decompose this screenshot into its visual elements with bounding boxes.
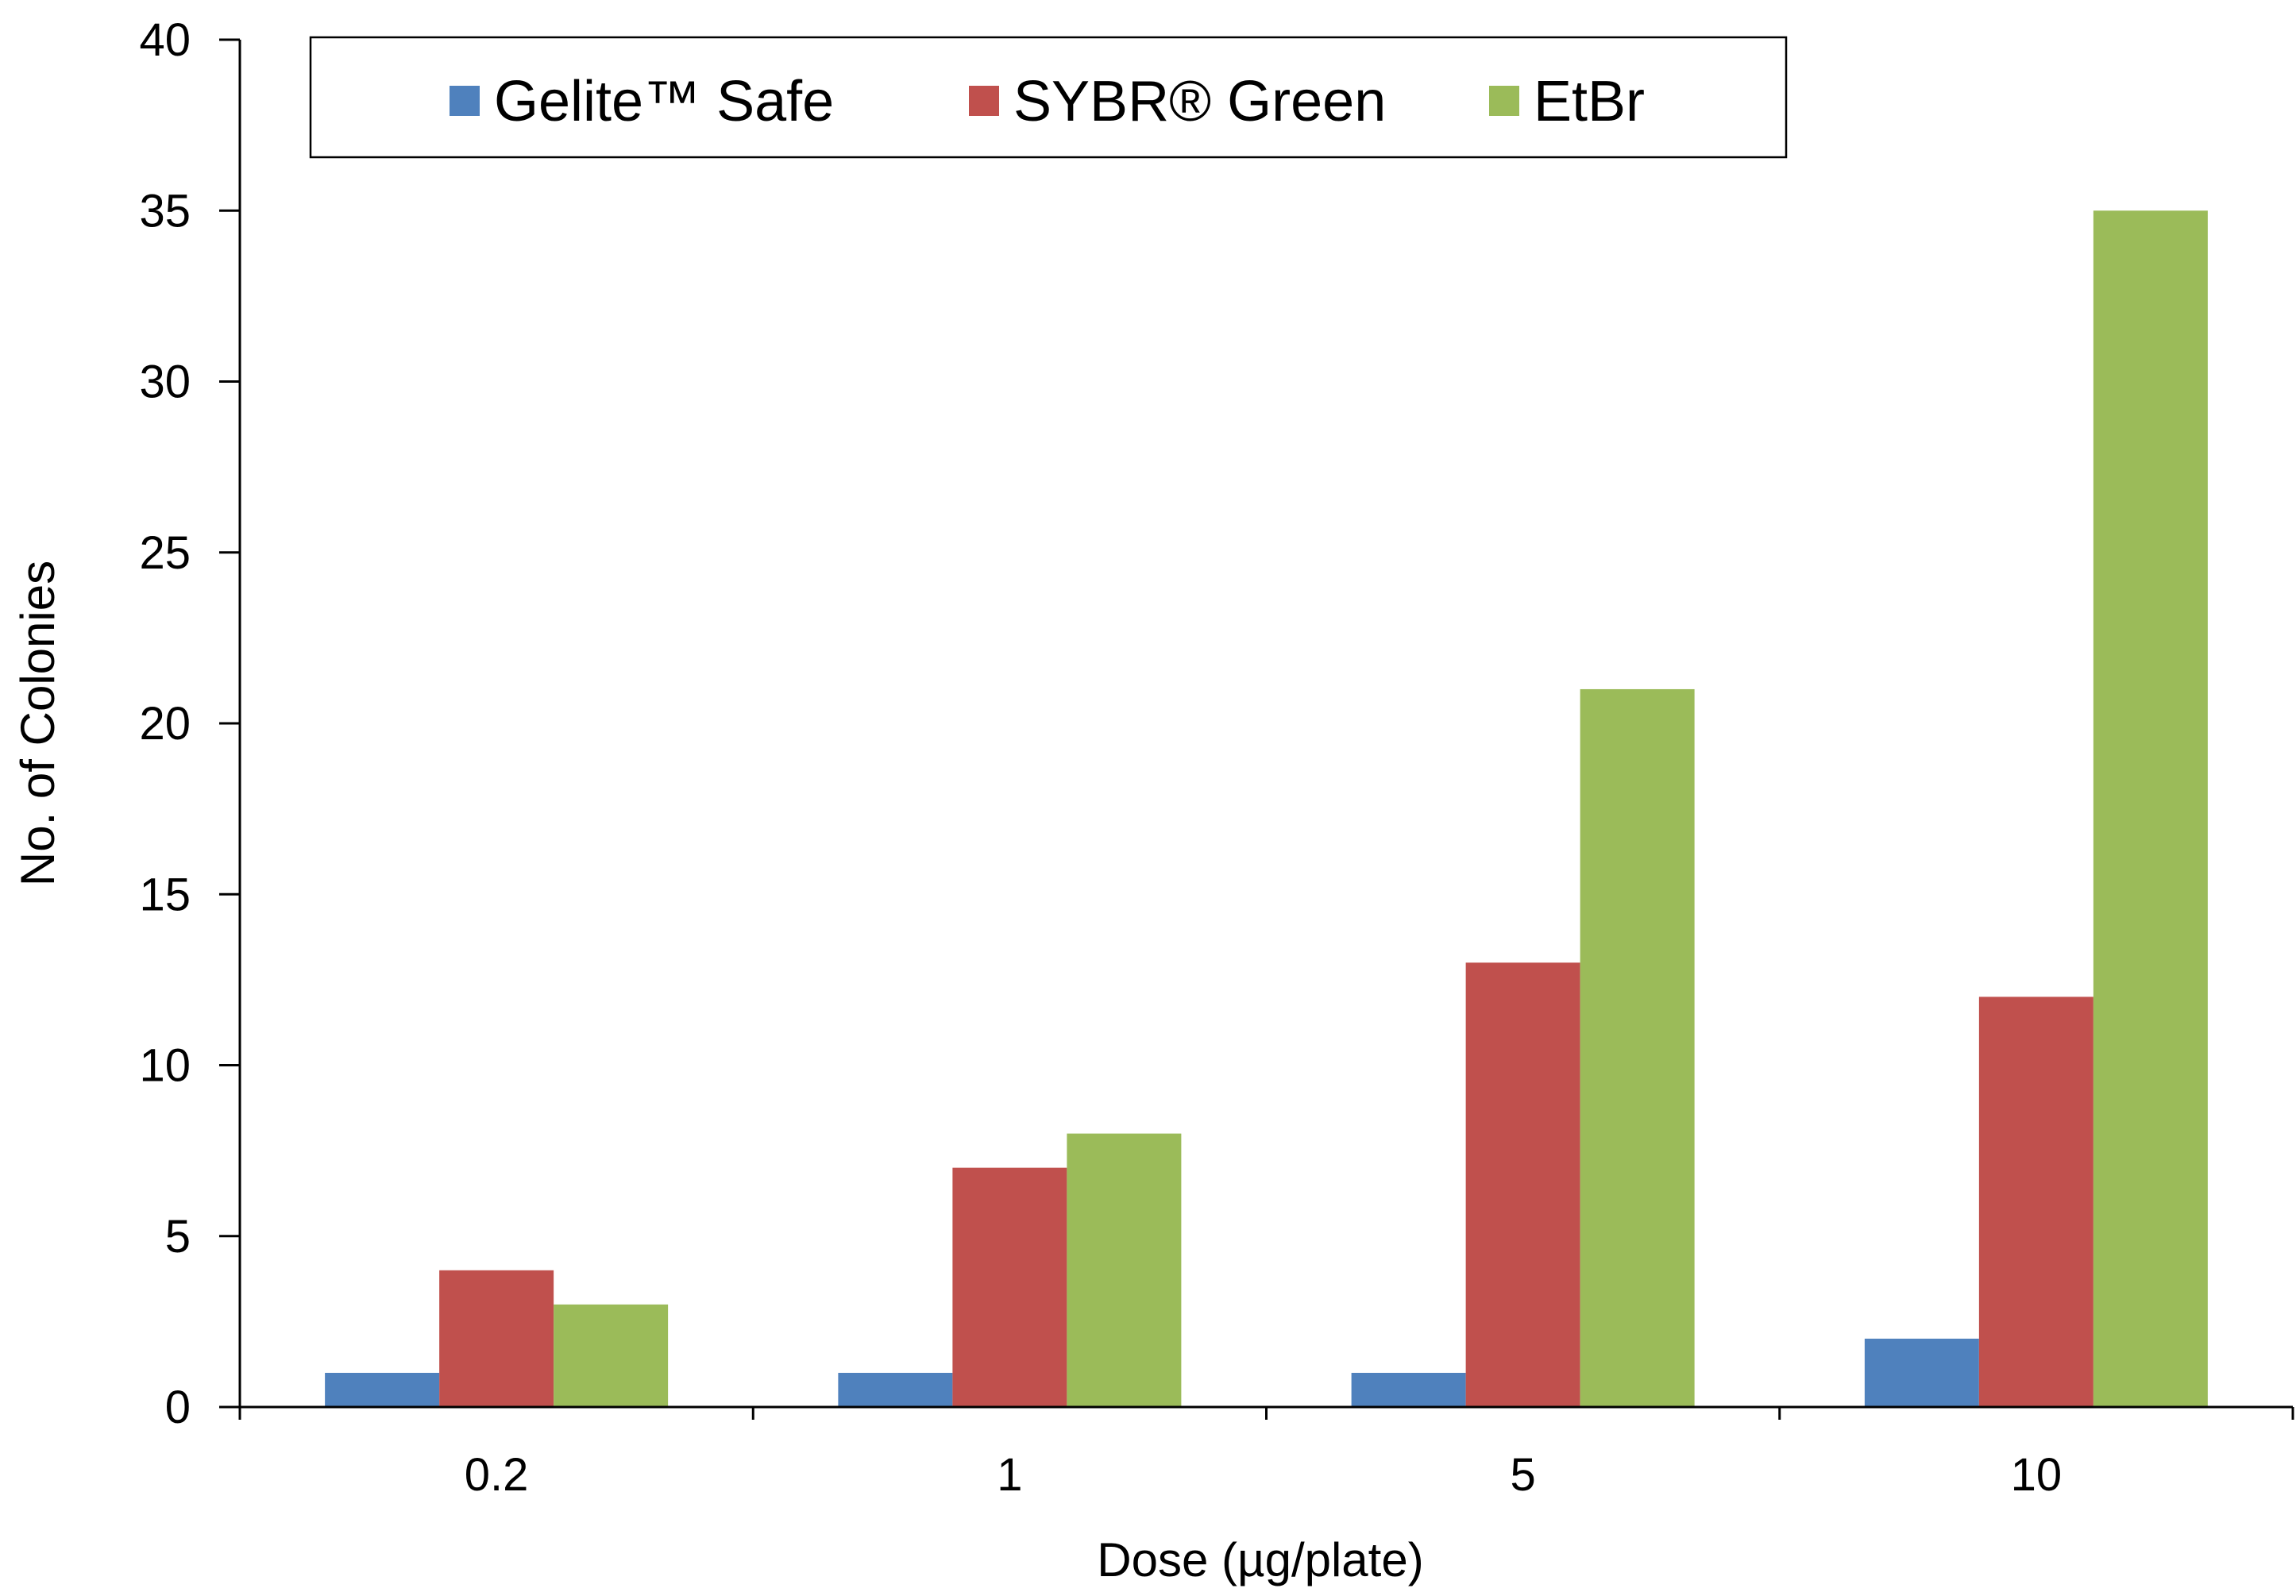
legend-label-2: EtBr xyxy=(1534,70,1645,133)
y-axis-title: No. of Colonies xyxy=(11,561,64,886)
y-tick-label: 0 xyxy=(165,1382,191,1433)
y-tick-label: 30 xyxy=(139,357,191,408)
x-tick-label: 1 xyxy=(997,1449,1022,1501)
bar-1-1 xyxy=(952,1167,1067,1407)
y-tick-label: 15 xyxy=(139,869,191,920)
y-tick-label: 25 xyxy=(139,527,191,579)
x-tick-label: 5 xyxy=(1510,1449,1535,1501)
bar-0-2 xyxy=(1351,1372,1466,1407)
bars xyxy=(325,210,2208,1407)
bar-2-0 xyxy=(554,1304,669,1407)
y-tick-label: 20 xyxy=(139,698,191,750)
legend-label-1: SYBR® Green xyxy=(1013,70,1386,133)
legend-label-0: Gelite™ Safe xyxy=(494,70,834,133)
legend-box xyxy=(309,36,1788,159)
x-tick-label: 0.2 xyxy=(465,1449,529,1501)
bar-2-3 xyxy=(2093,210,2208,1407)
x-axis-title: Dose (µg/plate) xyxy=(1097,1533,1423,1586)
bar-2-1 xyxy=(1067,1133,1182,1407)
y-tick-label: 10 xyxy=(139,1040,191,1092)
bar-0-0 xyxy=(325,1372,440,1407)
y-tick-label: 5 xyxy=(165,1211,191,1263)
bar-0-3 xyxy=(1864,1338,1979,1407)
legend: Gelite™ Safe SYBR® Green EtBr xyxy=(309,36,1788,159)
y-tick-label: 35 xyxy=(139,185,191,237)
bar-1-0 xyxy=(439,1270,554,1407)
bar-0-1 xyxy=(838,1372,953,1407)
y-ticks: 0 5 10 15 20 25 30 35 40 xyxy=(139,14,240,1433)
x-ticks: 0.2 1 5 10 xyxy=(238,1407,2294,1501)
bar-2-2 xyxy=(1580,688,1695,1407)
y-tick-label: 40 xyxy=(139,14,191,66)
bar-1-2 xyxy=(1465,962,1580,1407)
legend-swatch-1 xyxy=(969,86,999,116)
legend-swatch-2 xyxy=(1489,86,1519,116)
legend-swatch-0 xyxy=(450,86,480,116)
bar-1-3 xyxy=(1978,997,2093,1407)
x-tick-label: 10 xyxy=(2011,1449,2063,1501)
